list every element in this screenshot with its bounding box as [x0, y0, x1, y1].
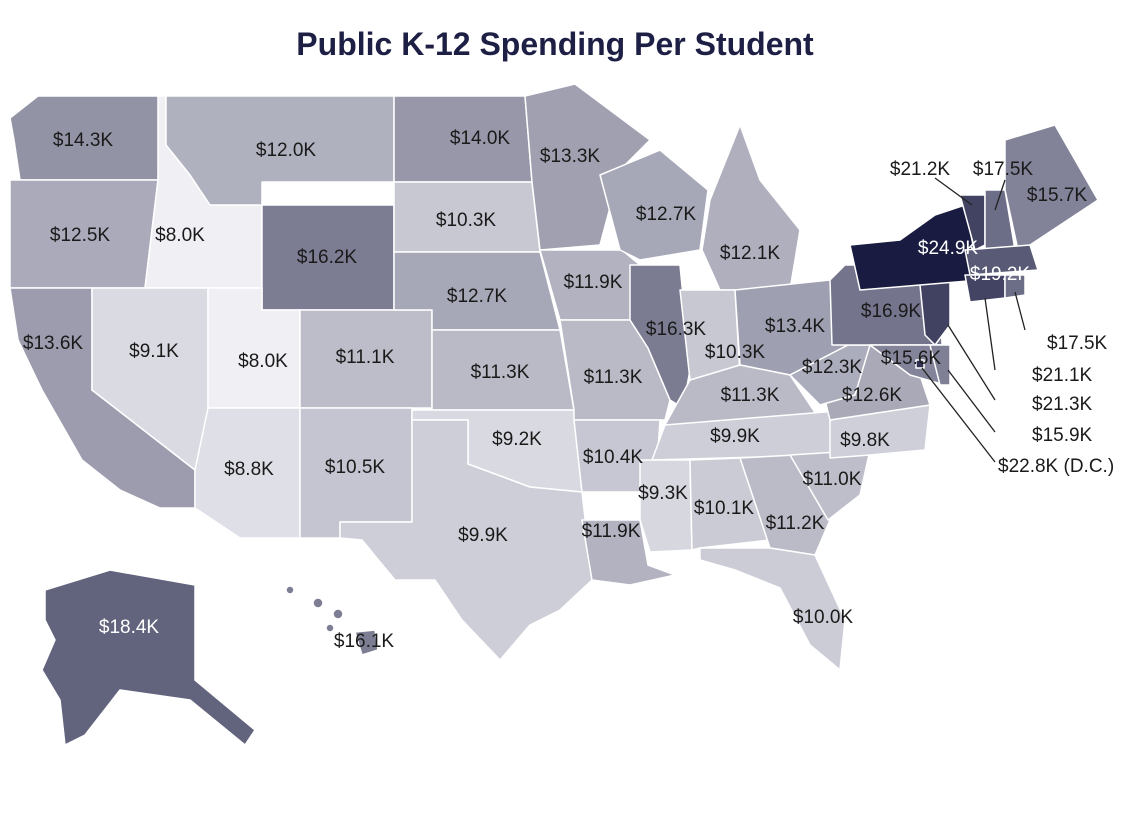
state-label-ca: $13.6K — [23, 333, 84, 354]
state-label-sc: $11.0K — [803, 469, 862, 490]
state-label-md: $15.6K — [881, 348, 942, 369]
state-label-ar: $10.4K — [583, 447, 644, 468]
state-label-co: $11.1K — [336, 347, 395, 368]
state-label-pa: $16.9K — [861, 301, 922, 322]
state-ky — [664, 364, 821, 426]
state-label-ms: $9.3K — [638, 483, 688, 504]
de-leader-line — [947, 369, 996, 433]
state-wi — [599, 149, 709, 261]
nj-leader-line — [947, 324, 996, 401]
map-title: Public K-12 Spending Per Student — [296, 26, 814, 62]
state-wv — [789, 344, 871, 406]
state-label-sd: $10.3K — [436, 210, 497, 231]
state-label-de: $15.9K — [1032, 425, 1093, 446]
ri-leader-line — [1014, 291, 1026, 331]
hawaii-island — [332, 608, 344, 620]
state-label-in: $10.3K — [705, 342, 766, 363]
state-label-ct: $21.1K — [1032, 365, 1093, 386]
state-label-nj: $21.3K — [1032, 394, 1093, 415]
state-label-az: $8.8K — [224, 459, 274, 480]
state-label-mo: $11.3K — [584, 367, 643, 388]
state-label-or: $12.5K — [50, 225, 111, 246]
state-label-nm: $10.5K — [325, 457, 386, 478]
state-ma — [964, 244, 1039, 276]
state-ak — [41, 569, 256, 746]
state-ms — [639, 459, 693, 553]
state-label-tx: $9.9K — [458, 525, 508, 546]
state-ri — [1004, 274, 1026, 299]
state-label-la: $11.9K — [582, 521, 641, 542]
state-label-mi: $12.1K — [720, 243, 781, 264]
hawaii-island — [285, 585, 295, 595]
state-label-al: $10.1K — [694, 498, 755, 519]
state-label-ks: $11.3K — [471, 362, 530, 383]
state-label-ga: $11.2K — [766, 513, 825, 534]
state-label-hi: $16.1K — [334, 631, 395, 652]
state-label-id: $8.0K — [155, 225, 205, 246]
state-label-mt: $12.0K — [256, 140, 317, 161]
state-nj — [919, 279, 951, 346]
state-tx — [339, 419, 593, 661]
state-label-il: $16.3K — [646, 319, 707, 340]
state-label-ak: $18.4K — [99, 617, 160, 638]
state-label-va: $12.6K — [842, 385, 903, 406]
state-label-dc: $22.8K (D.C.) — [998, 456, 1114, 477]
vt-leader-line — [934, 177, 973, 206]
state-label-nd: $14.0K — [450, 128, 511, 149]
state-label-wi: $12.7K — [636, 204, 697, 225]
state-label-wa: $14.3K — [53, 130, 114, 151]
state-fl — [699, 547, 846, 671]
state-label-wv: $12.3K — [802, 357, 863, 378]
state-label-ia: $11.9K — [564, 272, 623, 293]
state-dc — [915, 359, 925, 369]
state-label-ri: $17.5K — [1047, 333, 1108, 354]
state-label-ok: $9.2K — [492, 429, 542, 450]
state-label-wy: $16.2K — [297, 247, 358, 268]
state-hi — [354, 629, 379, 656]
state-label-oh: $13.4K — [765, 316, 826, 337]
ct-leader-line — [984, 297, 996, 371]
state-label-vt: $21.2K — [890, 159, 951, 180]
state-de — [929, 344, 951, 386]
state-label-me: $15.7K — [1027, 185, 1088, 206]
state-label-nc: $9.8K — [840, 430, 890, 451]
nh-leader-line — [994, 179, 1006, 211]
state-label-ky: $11.3K — [721, 385, 780, 406]
state-label-nv: $9.1K — [129, 341, 179, 362]
state-label-ut: $8.0K — [238, 351, 288, 372]
hawaii-island — [312, 597, 324, 609]
state-label-tn: $9.9K — [710, 426, 760, 447]
dc-leader-line — [921, 367, 996, 463]
state-al — [689, 457, 771, 551]
state-label-nh: $17.5K — [973, 159, 1034, 180]
hawaii-island — [325, 623, 335, 633]
state-label-ma: $19.2K — [970, 264, 1031, 285]
state-label-fl: $10.0K — [793, 607, 854, 628]
state-label-ny: $24.9K — [918, 238, 979, 259]
state-label-ne: $12.7K — [447, 286, 508, 307]
state-mi — [701, 124, 801, 291]
state-label-mn: $13.3K — [540, 146, 601, 167]
